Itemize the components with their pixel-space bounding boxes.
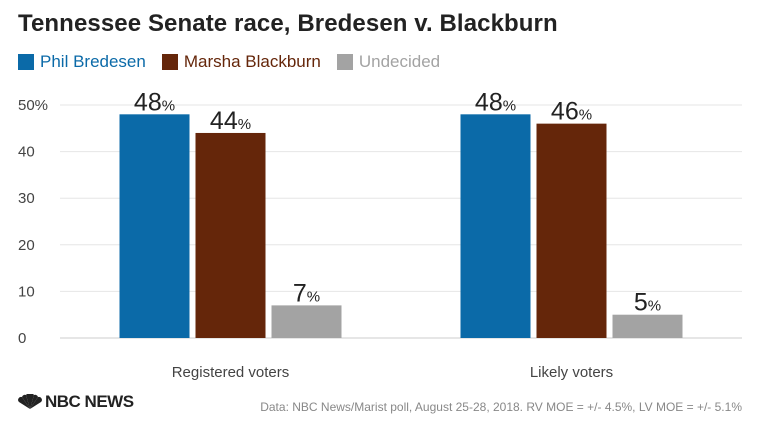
source-note: Data: NBC News/Marist poll, August 25-28… <box>260 400 742 414</box>
legend-item: Marsha Blackburn <box>161 52 321 72</box>
legend-swatch <box>161 54 178 70</box>
legend-label: Phil Bredesen <box>40 52 146 71</box>
bar <box>271 305 342 338</box>
bar-value-label: 46% <box>551 98 592 126</box>
bar-value-label: 48% <box>134 88 175 116</box>
y-tick-label: 40 <box>18 144 35 161</box>
bar <box>119 114 190 338</box>
legend-item: Phil Bredesen <box>18 52 146 72</box>
bar <box>536 123 607 338</box>
legend-swatch <box>336 54 353 70</box>
x-category-label: Registered voters <box>172 364 290 381</box>
chart-title: Tennessee Senate race, Bredesen v. Black… <box>18 10 558 37</box>
y-tick-label: 10 <box>18 283 35 300</box>
legend-swatch <box>18 54 34 70</box>
bar <box>195 132 266 338</box>
y-tick-label: 30 <box>18 190 35 207</box>
legend-item: Undecided <box>336 52 441 72</box>
nbc-news-logo: NBC NEWS <box>18 392 134 412</box>
y-tick-label: 0 <box>18 330 26 347</box>
bar-value-label: 5% <box>634 289 661 317</box>
y-tick-label: 50% <box>18 97 48 114</box>
bar-value-label: 48% <box>475 88 516 116</box>
legend-label: Marsha Blackburn <box>183 52 321 71</box>
legend: Phil Bredesen Marsha Blackburn Undecided <box>18 52 456 72</box>
legend-label: Undecided <box>358 52 441 71</box>
bar-value-label: 44% <box>210 107 251 135</box>
x-category-label: Likely voters <box>530 364 613 381</box>
nbc-peacock-icon <box>18 394 42 409</box>
bar-value-label: 7% <box>293 279 320 307</box>
bar <box>612 314 683 338</box>
logo-text: NBC NEWS <box>45 392 134 411</box>
bar <box>460 114 531 338</box>
y-tick-label: 20 <box>18 237 35 254</box>
